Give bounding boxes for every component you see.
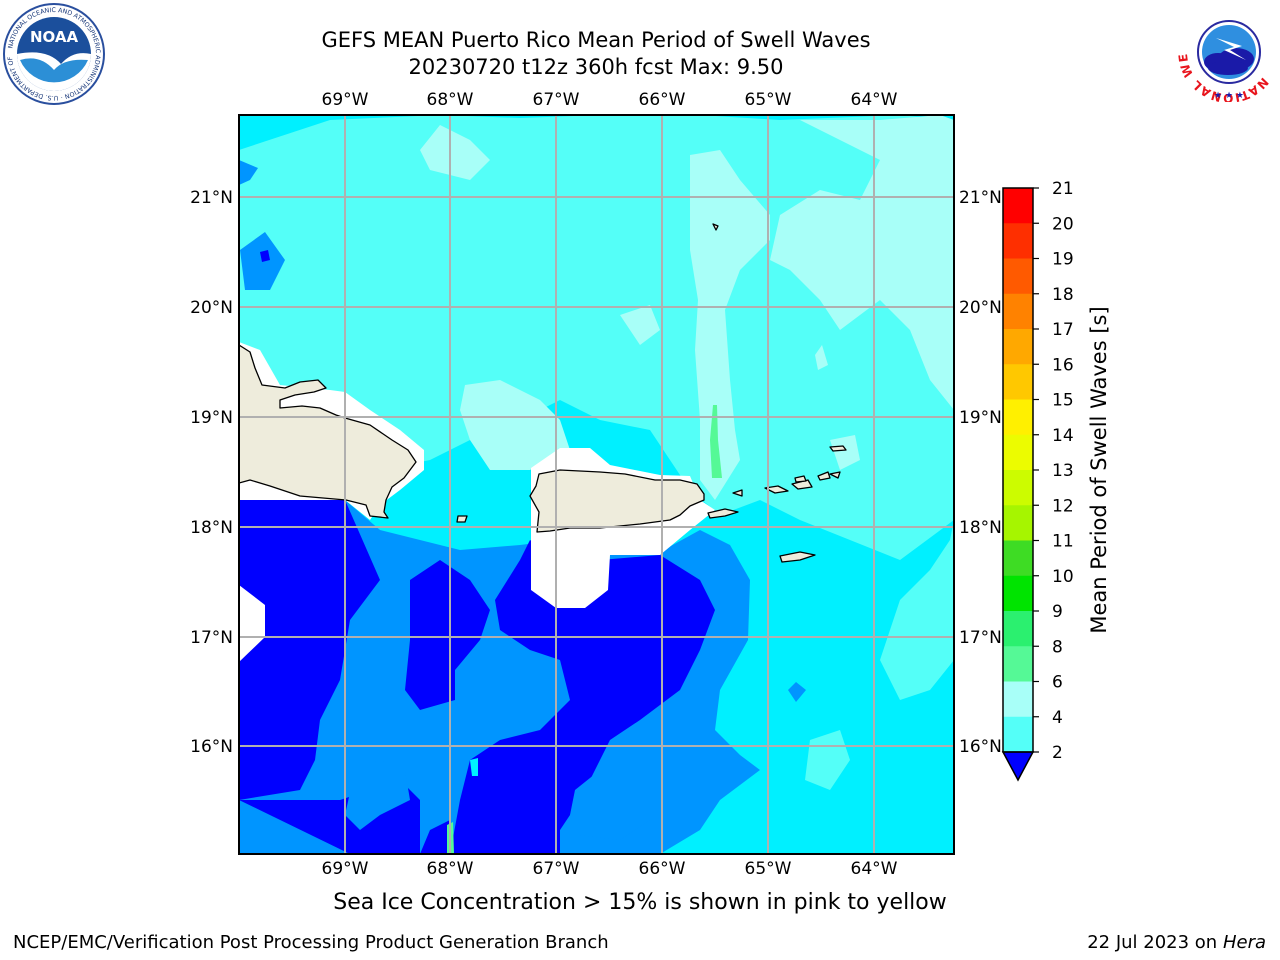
lon-label: 68°W xyxy=(427,859,474,879)
lat-label: 20°N xyxy=(190,298,233,318)
lon-label: 64°W xyxy=(851,90,898,110)
footer-date-text: 22 Jul 2023 on xyxy=(1087,932,1223,953)
lon-labels-top: 69°W 68°W 67°W 66°W 65°W 64°W xyxy=(322,90,898,110)
lon-label: 69°W xyxy=(322,90,369,110)
colorbar-segment xyxy=(1003,505,1033,541)
footer-machine: Hera xyxy=(1222,932,1266,953)
noaa-logo: NOAA NATIONAL OCEANIC AND ATMOSPHERIC AD… xyxy=(0,0,106,110)
lat-label: 19°N xyxy=(190,408,233,428)
lat-label: 20°N xyxy=(959,298,1002,318)
lon-label: 66°W xyxy=(639,859,686,879)
colorbar-tick-label: 8 xyxy=(1052,637,1063,657)
hispaniola xyxy=(239,344,417,519)
sea-ice-note: Sea Ice Concentration > 15% is shown in … xyxy=(333,890,947,915)
virgin-gorda xyxy=(817,471,831,481)
colorbar-segment xyxy=(1003,258,1033,295)
map-title: GEFS MEAN Puerto Rico Mean Period of Swe… xyxy=(321,28,871,52)
colorbar-segment xyxy=(1003,646,1033,682)
lat-label: 16°N xyxy=(959,737,1002,757)
colorbar-segment xyxy=(1003,575,1033,612)
colorbar-tick-label: 6 xyxy=(1052,673,1063,693)
lon-label: 65°W xyxy=(745,90,792,110)
colorbar-tick-label: 19 xyxy=(1052,250,1074,270)
colorbar-segment xyxy=(1003,399,1033,436)
swell-period-below-2-field xyxy=(239,250,715,854)
colorbar-tick-label: 16 xyxy=(1052,355,1074,375)
lat-label: 21°N xyxy=(959,188,1002,208)
colorbar-segment xyxy=(1003,329,1033,365)
colorbar-segment xyxy=(1003,611,1033,647)
colorbar-tick-label: 9 xyxy=(1052,602,1063,622)
colorbar: 21 20 19 18 17 16 15 14 13 12 11 10 9 8 6 4 2 xyxy=(1001,179,1074,782)
colorbar-tick-label: 14 xyxy=(1052,426,1074,446)
colorbar-tick-label: 18 xyxy=(1052,285,1074,305)
nws-logo: NATIONAL WEATHER SERVICE ★ ★ ★ xyxy=(1172,0,1280,106)
vieques xyxy=(707,508,739,519)
anegada xyxy=(829,471,841,479)
colorbar-segment xyxy=(1003,223,1033,259)
st-thomas xyxy=(764,485,789,494)
colorbar-tick-label: 20 xyxy=(1052,214,1074,234)
lon-labels-bottom: 69°W 68°W 67°W 66°W 65°W 64°W xyxy=(322,859,898,879)
lon-label: 69°W xyxy=(322,859,369,879)
swell-period-8-9-field xyxy=(390,115,954,685)
lat-label: 19°N xyxy=(959,408,1002,428)
colorbar-segment xyxy=(1003,188,1033,224)
lat-label: 16°N xyxy=(190,737,233,757)
colorbar-segment xyxy=(1003,716,1033,753)
lat-label: 18°N xyxy=(190,518,233,538)
culebra xyxy=(732,489,743,497)
map-subtitle: 20230720 t12z 360h fcst Max: 9.50 xyxy=(408,55,784,79)
colorbar-tick-label: 12 xyxy=(1052,496,1074,516)
lat-labels-right: 21°N 20°N 19°N 18°N 17°N 16°N xyxy=(959,188,1002,757)
colorbar-tick-label: 13 xyxy=(1052,461,1074,481)
colorbar-extension xyxy=(1001,751,1035,782)
colorbar-segment xyxy=(1003,364,1033,400)
small-cay xyxy=(712,223,719,231)
lon-label: 68°W xyxy=(427,90,474,110)
graticule xyxy=(239,115,954,854)
noaa-wordmark: NOAA xyxy=(30,28,79,46)
colorbar-tick-label: 4 xyxy=(1052,708,1063,728)
lon-label: 67°W xyxy=(533,90,580,110)
colorbar-segment xyxy=(1003,434,1033,471)
colorbar-tick-label: 10 xyxy=(1052,567,1074,587)
footer-date: 22 Jul 2023 on Hera xyxy=(1087,932,1266,953)
colorbar-segment xyxy=(1003,470,1033,506)
colorbar-tick-label: 2 xyxy=(1052,743,1063,763)
anguilla-area xyxy=(829,445,847,452)
colorbar-tick-label: 11 xyxy=(1052,532,1074,552)
colorbar-segment xyxy=(1003,293,1033,330)
lon-label: 64°W xyxy=(851,859,898,879)
lon-label: 66°W xyxy=(639,90,686,110)
lon-label: 67°W xyxy=(533,859,580,879)
lat-labels-left: 21°N 20°N 19°N 18°N 17°N 16°N xyxy=(190,188,233,757)
puerto-rico xyxy=(529,469,705,533)
swell-period-9-10-field xyxy=(710,405,722,478)
lat-label: 17°N xyxy=(959,628,1002,648)
colorbar-label: Mean Period of Swell Waves [s] xyxy=(1087,306,1111,633)
map-frame xyxy=(238,114,955,855)
footer-credit: NCEP/EMC/Verification Post Processing Pr… xyxy=(13,932,609,953)
svg-text:★ ★ ★: ★ ★ ★ xyxy=(1214,91,1244,101)
lat-label: 21°N xyxy=(190,188,233,208)
mona-island xyxy=(456,515,468,523)
colorbar-segment xyxy=(1003,540,1033,577)
st-croix xyxy=(779,551,816,563)
colorbar-tick-label: 17 xyxy=(1052,320,1074,340)
lat-label: 17°N xyxy=(190,628,233,648)
map-plot-area xyxy=(239,115,954,854)
colorbar-tick-label: 15 xyxy=(1052,391,1074,411)
colorbar-tick-label: 21 xyxy=(1052,179,1074,199)
tortola xyxy=(794,475,807,483)
land-masses xyxy=(239,223,847,563)
lon-label: 65°W xyxy=(745,859,792,879)
colorbar-segment xyxy=(1003,681,1033,718)
lat-label: 18°N xyxy=(959,518,1002,538)
